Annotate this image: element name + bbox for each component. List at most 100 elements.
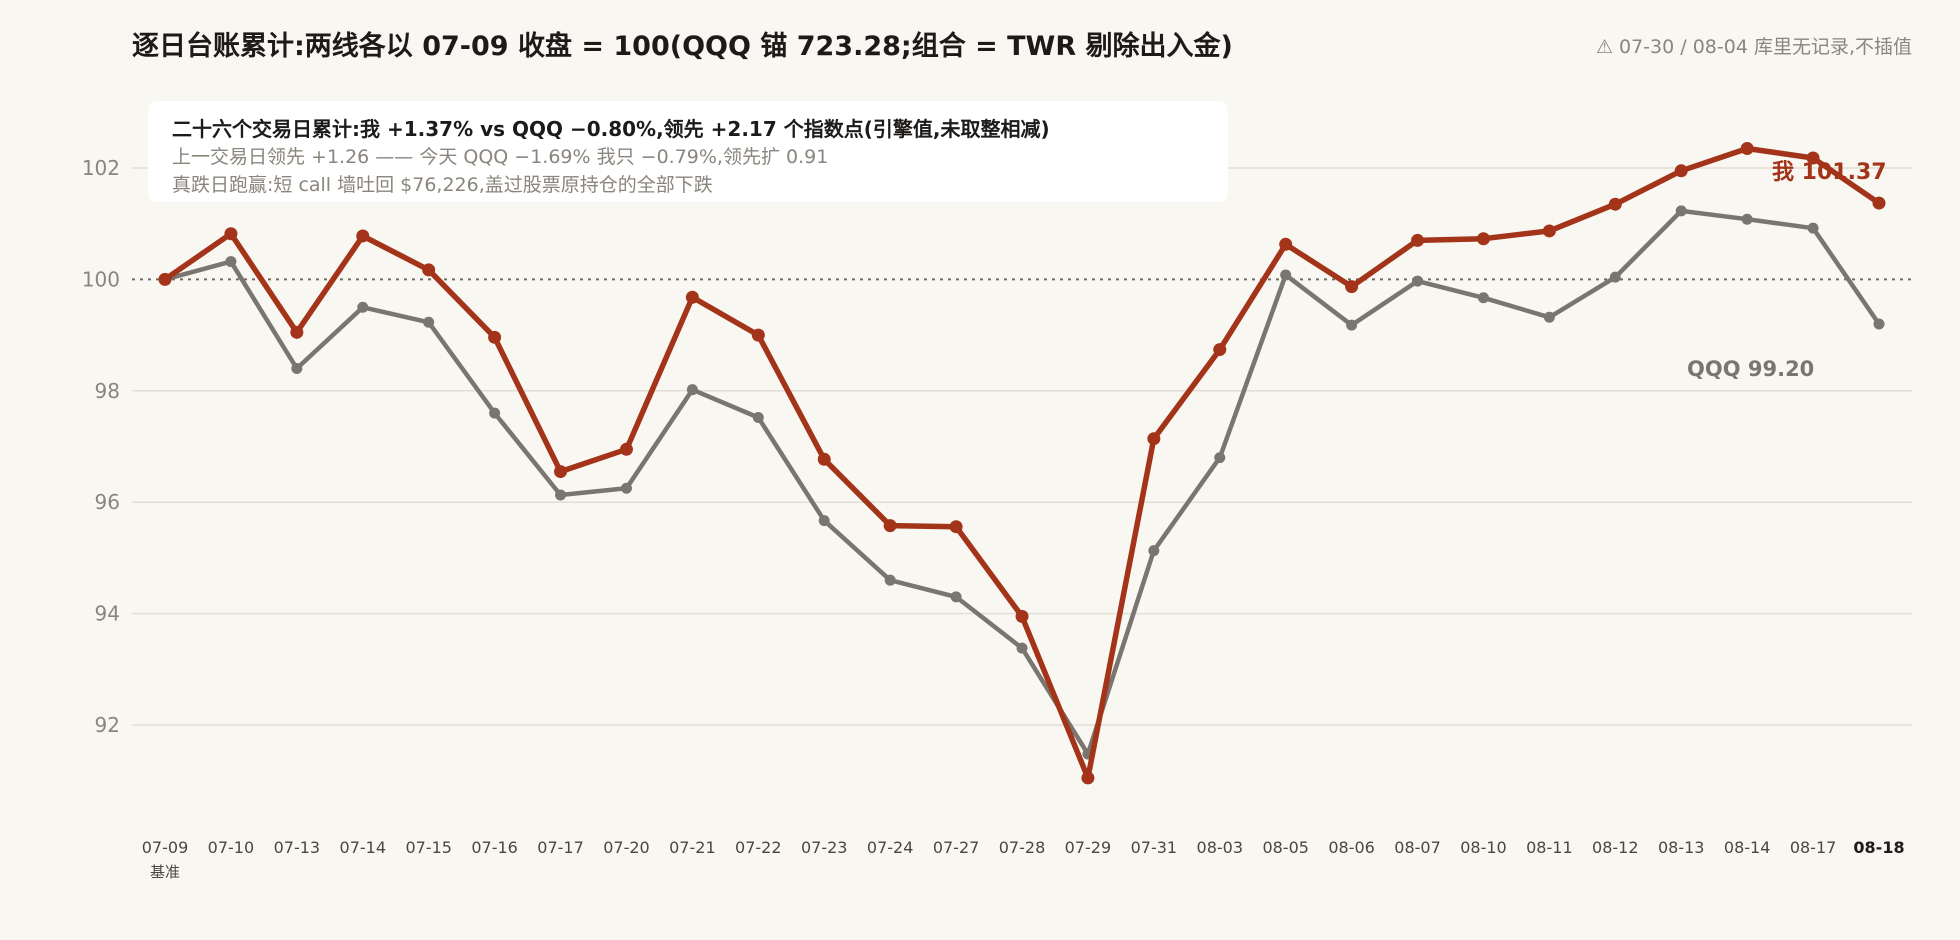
x-tick-label: 07-16 (471, 838, 518, 857)
x-tick-label: 08-05 (1262, 838, 1309, 857)
x-tick-label: 08-07 (1394, 838, 1441, 857)
data-point-me (949, 520, 963, 534)
data-point-me (554, 465, 568, 479)
data-point-me (1872, 196, 1886, 210)
x-tick-label: 07-21 (669, 838, 716, 857)
data-point-me (1279, 237, 1293, 251)
data-point-qqq (1280, 269, 1292, 281)
x-tick-label: 07-22 (735, 838, 782, 857)
series-end-label-qqq: QQQ 99.20 (1687, 357, 1814, 381)
data-point-me (1608, 197, 1622, 211)
data-point-me (685, 290, 699, 304)
data-point-qqq (423, 316, 435, 328)
x-tick-label: 07-20 (603, 838, 650, 857)
summary-annotation-box: 二十六个交易日累计:我 +1.37% vs QQQ −0.80%,领先 +2.1… (148, 101, 1228, 202)
x-tick-label: 07-23 (801, 838, 848, 857)
y-tick-label: 100 (82, 267, 120, 291)
series-layer (158, 142, 1886, 785)
data-point-me (883, 519, 897, 533)
data-point-me (224, 227, 238, 241)
data-point-qqq (1214, 452, 1226, 464)
data-point-me (619, 442, 633, 456)
y-tick-label: 96 (95, 490, 120, 514)
x-tick-label: 07-13 (274, 838, 321, 857)
x-tick-label: 08-03 (1197, 838, 1244, 857)
x-tick-label: 07-24 (867, 838, 914, 857)
summary-detail-today: 上一交易日领先 +1.26 —— 今天 QQQ −1.69% 我只 −0.79%… (172, 146, 829, 168)
y-axis-ticks: 92 94 96 98 100 102 (82, 156, 120, 737)
data-point-me (290, 325, 304, 339)
x-tick-label: 08-18 (1853, 838, 1904, 857)
data-point-me (1476, 232, 1490, 246)
data-point-qqq (1675, 205, 1687, 217)
x-tick-label: 07-15 (405, 838, 452, 857)
data-point-me (1806, 151, 1820, 165)
y-tick-label: 94 (95, 602, 120, 626)
summary-detail-reason: 真跌日跑赢:短 call 墙吐回 $76,226,盖过股票原持仓的全部下跌 (172, 174, 713, 196)
x-tick-label: 08-11 (1526, 838, 1573, 857)
data-point-qqq (1346, 319, 1358, 331)
x-tick-label: 07-14 (340, 838, 387, 857)
x-tick-label: 08-17 (1790, 838, 1837, 857)
data-point-me (1147, 432, 1161, 446)
x-tick-label: 07-27 (933, 838, 980, 857)
series-line-me (162, 145, 1882, 781)
data-point-qqq (1741, 213, 1753, 225)
data-point-qqq (884, 574, 896, 586)
data-point-me (422, 263, 436, 277)
data-point-me (751, 328, 765, 342)
data-point-me (356, 229, 370, 243)
x-tick-label: 07-31 (1131, 838, 1178, 857)
series-line-qqq (162, 208, 1882, 757)
data-point-qqq (752, 412, 764, 424)
summary-headline: 二十六个交易日累计:我 +1.37% vs QQQ −0.80%,领先 +2.1… (172, 117, 1050, 141)
data-point-me (1542, 224, 1556, 238)
series-end-label-me: 我 101.37 (1772, 160, 1887, 185)
data-point-qqq (1016, 642, 1028, 654)
data-point-qqq (1543, 311, 1555, 323)
data-point-qqq (1477, 292, 1489, 304)
data-point-qqq (1873, 318, 1885, 330)
data-point-qqq (1609, 271, 1621, 283)
data-point-me (1213, 343, 1227, 357)
data-point-me (817, 452, 831, 466)
data-point-me (158, 272, 172, 286)
data-point-qqq (950, 591, 962, 603)
chart-title: 逐日台账累计:两线各以 07-09 收盘 = 100(QQQ 锚 723.28;… (132, 31, 1233, 62)
x-tick-label: 08-06 (1328, 838, 1375, 857)
x-tick-label: 07-29 (1065, 838, 1112, 857)
x-tick-label: 07-10 (208, 838, 255, 857)
y-tick-label: 98 (95, 379, 120, 403)
y-tick-label: 102 (82, 156, 120, 180)
data-point-qqq (1148, 545, 1160, 557)
data-point-qqq (1807, 222, 1819, 234)
x-tick-label: 08-13 (1658, 838, 1705, 857)
data-point-qqq (1412, 275, 1424, 287)
x-tick-label: 08-14 (1724, 838, 1771, 857)
data-point-qqq (291, 363, 303, 375)
data-point-me (488, 330, 502, 344)
missing-data-warning: ⚠ 07-30 / 08-04 库里无记录,不插值 (1595, 36, 1912, 58)
data-point-me (1345, 280, 1359, 294)
data-point-me (1674, 164, 1688, 178)
data-point-me (1740, 142, 1754, 156)
y-tick-label: 92 (95, 713, 120, 737)
data-point-qqq (818, 515, 830, 527)
data-point-qqq (225, 256, 237, 268)
data-point-me (1081, 771, 1095, 785)
data-point-me (1411, 233, 1425, 247)
x-tick-label: 08-12 (1592, 838, 1639, 857)
data-point-qqq (357, 301, 369, 313)
data-point-me (1015, 609, 1029, 623)
x-tick-label: 07-09 (142, 838, 189, 857)
x-tick-label: 08-10 (1460, 838, 1507, 857)
x-tick-label: 07-17 (537, 838, 584, 857)
data-point-qqq (489, 407, 501, 419)
data-point-qqq (686, 384, 698, 396)
x-axis-ticks: 07-09 07-10 07-13 07-14 07-15 07-16 07-17 07-20… (142, 838, 1905, 881)
x-tick-label: 07-28 (999, 838, 1046, 857)
data-point-qqq (620, 482, 632, 494)
x-tick-sublabel-baseline: 基准 (150, 863, 180, 881)
data-point-qqq (555, 489, 567, 501)
